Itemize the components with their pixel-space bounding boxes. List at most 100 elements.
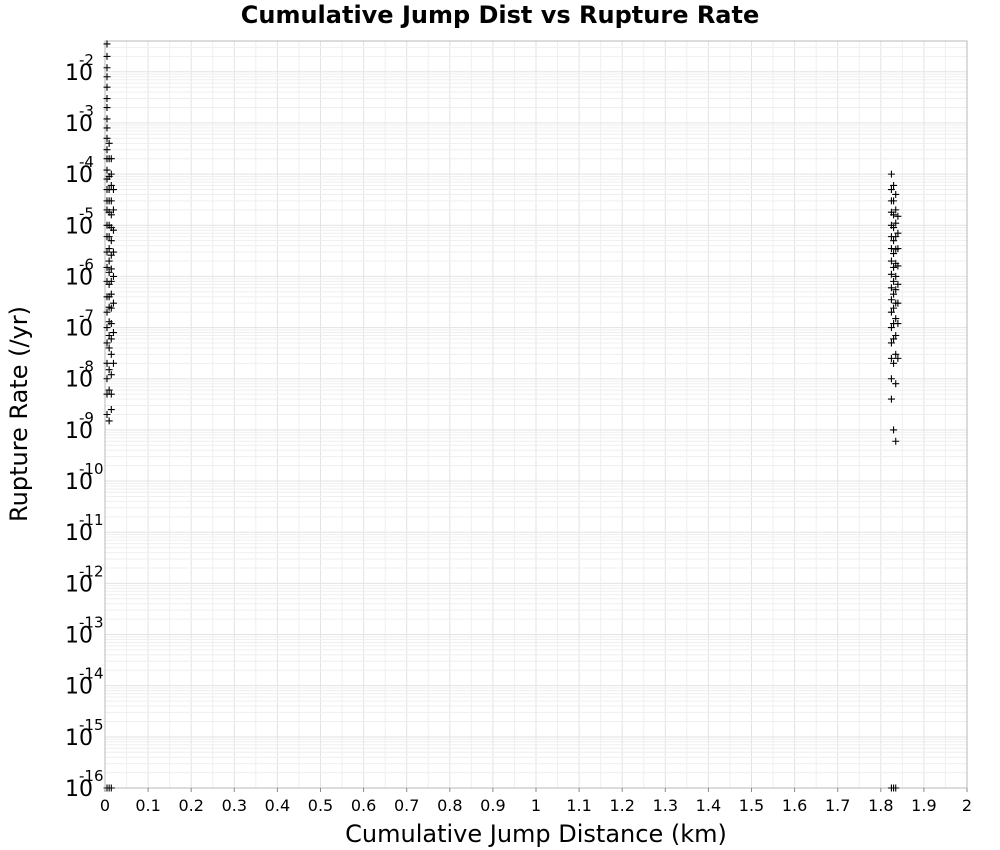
- data-point-0-27: [103, 375, 111, 383]
- data-point-0-99: [890, 263, 898, 271]
- x-tick-label: 0.6: [351, 796, 376, 815]
- data-point-0-91: [887, 375, 895, 383]
- data-point-0-58: [107, 265, 115, 273]
- data-point-0-6: [103, 104, 111, 112]
- data-point-0-123: [894, 245, 902, 253]
- y-tick-exponent: -2: [79, 51, 94, 69]
- data-point-0-20: [103, 263, 111, 271]
- data-point-0-105: [890, 359, 898, 367]
- data-point-0-101: [890, 290, 898, 298]
- y-tick-label: 10-11: [65, 511, 104, 546]
- data-point-0-47: [105, 366, 113, 374]
- data-point-0-108: [892, 206, 900, 214]
- data-point-0-94: [890, 197, 898, 205]
- data-point-0-64: [107, 350, 115, 358]
- x-tick-label: 1: [531, 796, 541, 815]
- data-point-0-37: [105, 233, 113, 241]
- y-tick-base: 10: [65, 470, 93, 495]
- x-tick-label: 1.8: [868, 796, 893, 815]
- y-tick-exponent: -7: [79, 307, 94, 325]
- data-point-0-88: [887, 324, 895, 332]
- y-tick-label: 10-14: [65, 665, 104, 700]
- data-point-0-24: [103, 324, 111, 332]
- data-point-0-114: [892, 286, 900, 294]
- data-point-0-87: [887, 308, 895, 316]
- y-tick-label: 10-2: [65, 51, 94, 86]
- data-point-0-5: [103, 95, 111, 103]
- y-tick-exponent: -16: [79, 767, 104, 785]
- y-tick-label: 10-10: [65, 460, 104, 495]
- data-point-0-68: [109, 186, 117, 194]
- data-point-0-71: [109, 248, 117, 256]
- data-point-0-26: [103, 359, 111, 367]
- data-point-0-73: [109, 299, 117, 307]
- y-tick-exponent: -3: [79, 102, 94, 120]
- data-point-0-25: [103, 339, 111, 347]
- x-tick-label: 0.1: [135, 796, 160, 815]
- data-point-0-77: [887, 186, 895, 194]
- data-point-0-65: [107, 371, 115, 379]
- data-point-0-86: [887, 296, 895, 304]
- x-tick-label: 0: [100, 796, 110, 815]
- data-point-0-96: [890, 224, 898, 232]
- data-point-0-51: [107, 170, 115, 178]
- data-point-0-128: [894, 354, 902, 362]
- data-point-0-126: [894, 299, 902, 307]
- data-point-0-29: [103, 411, 111, 418]
- y-tick-exponent: -9: [79, 409, 94, 427]
- x-tick-label: 1.7: [825, 796, 850, 815]
- x-tick-label: 0.9: [480, 796, 505, 815]
- data-point-0-66: [107, 390, 115, 398]
- y-tick-base: 10: [65, 265, 93, 290]
- x-tick-label: 1.2: [609, 796, 634, 815]
- data-point-0-92: [887, 395, 895, 403]
- x-tick-label: 1.9: [911, 796, 936, 815]
- y-tick-exponent: -14: [79, 665, 104, 683]
- data-point-0-89: [887, 339, 895, 347]
- data-point-0-106: [890, 426, 898, 434]
- data-point-0-67: [107, 406, 115, 414]
- data-point-0-10: [103, 146, 111, 154]
- data-point-0-9: [103, 134, 111, 142]
- x-tick-label: 1.4: [696, 796, 721, 815]
- chart-title: Cumulative Jump Dist vs Rupture Rate: [241, 1, 760, 29]
- data-point-0-76: [887, 170, 895, 178]
- data-point-0-100: [890, 277, 898, 285]
- data-point-0-30: [105, 139, 113, 147]
- x-tick-label: 0.2: [178, 796, 203, 815]
- grid: [104, 40, 968, 789]
- y-axis-label: Rupture Rate (/yr): [5, 306, 33, 522]
- data-point-0-98: [890, 250, 898, 258]
- y-tick-exponent: -15: [79, 716, 104, 734]
- x-tick-label: 0.3: [222, 796, 247, 815]
- y-tick-label: 10-15: [65, 716, 104, 751]
- y-tick-base: 10: [65, 317, 93, 342]
- data-point-0-12: [103, 166, 111, 174]
- y-tick-base: 10: [65, 419, 93, 444]
- data-point-0-54: [107, 211, 115, 219]
- data-point-0-122: [894, 229, 902, 237]
- x-tick-label: 1.5: [739, 796, 764, 815]
- data-point-0-124: [894, 262, 902, 270]
- y-tick-base: 10: [65, 368, 93, 393]
- data-point-0-1: [103, 52, 111, 60]
- data-point-1-2: [107, 784, 115, 792]
- data-point-0-83: [887, 257, 895, 265]
- y-tick-label: 10-13: [65, 614, 104, 649]
- data-point-0-121: [894, 212, 902, 220]
- data-point-0-90: [887, 354, 895, 362]
- y-tick-exponent: -10: [79, 460, 104, 478]
- data-point-0-4: [103, 83, 111, 91]
- y-tick-base: 10: [65, 163, 93, 188]
- data-point-0-95: [890, 211, 898, 219]
- y-tick-base: 10: [65, 521, 93, 546]
- data-point-0-62: [107, 320, 115, 328]
- y-tick-exponent: -6: [79, 255, 94, 273]
- data-point-0-109: [892, 219, 900, 227]
- y-tick-label: 10-3: [65, 102, 94, 137]
- data-point-0-116: [892, 315, 900, 323]
- x-tick-label: 0.7: [394, 796, 419, 815]
- data-point-0-2: [103, 64, 111, 72]
